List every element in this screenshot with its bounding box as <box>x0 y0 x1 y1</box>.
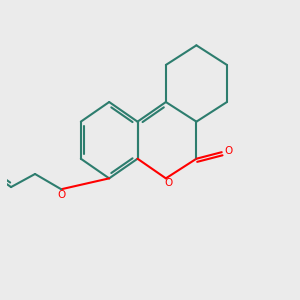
Text: O: O <box>57 190 65 200</box>
Text: O: O <box>165 178 173 188</box>
Text: O: O <box>224 146 232 157</box>
